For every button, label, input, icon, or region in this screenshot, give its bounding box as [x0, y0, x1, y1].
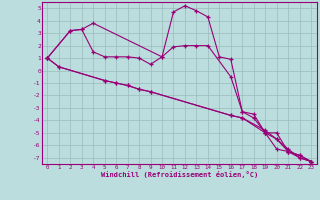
- X-axis label: Windchill (Refroidissement éolien,°C): Windchill (Refroidissement éolien,°C): [100, 171, 258, 178]
